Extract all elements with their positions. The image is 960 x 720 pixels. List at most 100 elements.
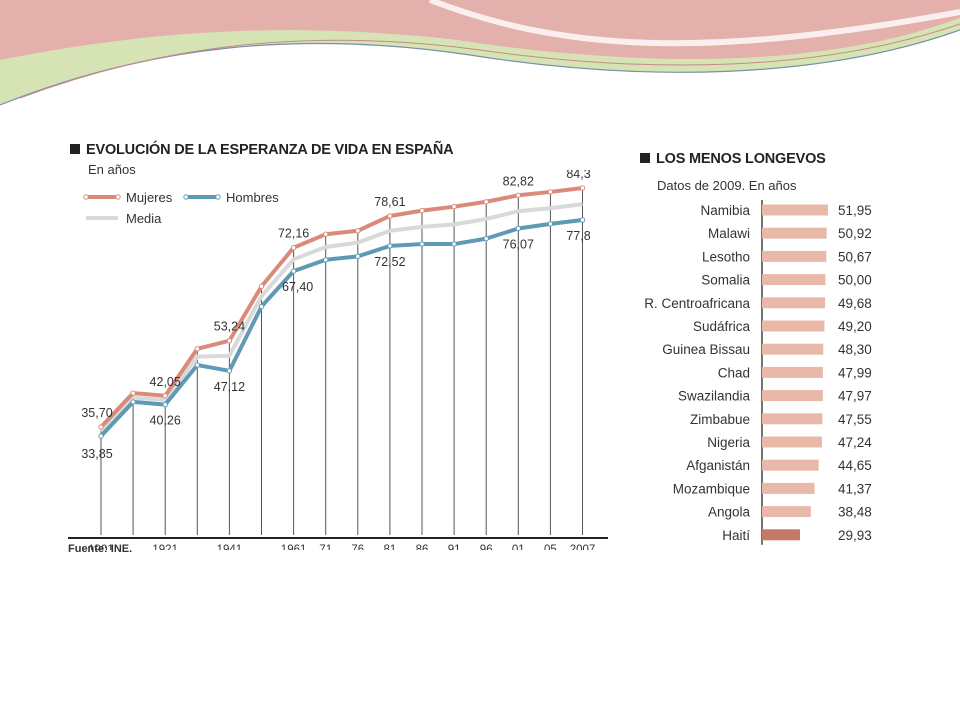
- data-label: 72,52: [374, 255, 405, 269]
- bar: [762, 436, 822, 448]
- data-point: [579, 185, 586, 191]
- legend-marker: [183, 194, 189, 200]
- value-label: 51,95: [838, 203, 872, 218]
- value-label: 38,48: [838, 505, 872, 520]
- data-point: [258, 303, 265, 310]
- data-point: [355, 228, 361, 234]
- legend-label-hombres: Hombres: [226, 190, 279, 205]
- bar: [762, 227, 827, 239]
- line-chart-title-text: EVOLUCIÓN DE LA ESPERANZA DE VIDA EN ESP…: [86, 142, 454, 158]
- data-point: [98, 433, 104, 439]
- data-point: [579, 217, 586, 223]
- x-tick-label: 76: [351, 544, 364, 550]
- data-point: [387, 243, 393, 249]
- line-chart-title: EVOLUCIÓN DE LA ESPERANZA DE VIDA EN ESP…: [70, 142, 454, 158]
- data-point: [323, 231, 329, 237]
- data-point: [451, 241, 457, 247]
- data-label: 72,16: [278, 227, 309, 241]
- category-label: Somalia: [701, 273, 750, 288]
- data-point: [547, 189, 554, 195]
- x-tick-label: 1941: [217, 544, 243, 550]
- x-tick-label: 01: [512, 544, 525, 550]
- decorative-header-swoosh: [0, 0, 960, 106]
- bar: [762, 250, 827, 262]
- x-tick-label: 96: [480, 544, 493, 550]
- bar: [762, 390, 823, 402]
- x-tick-label: 1961: [281, 544, 307, 550]
- value-label: 48,30: [838, 342, 872, 357]
- x-tick-label: 81: [384, 544, 397, 550]
- bar-chart-title-text: LOS MENOS LONGEVOS: [656, 151, 826, 167]
- source-note: Fuente: INE.: [68, 543, 133, 555]
- x-tick-label: 86: [416, 544, 429, 550]
- legend-label-mujeres: Mujeres: [126, 190, 173, 205]
- value-label: 41,37: [838, 481, 872, 496]
- line-chart-subtitle: En años: [88, 162, 136, 177]
- category-label: Namibia: [700, 203, 750, 218]
- bar-chart-title: LOS MENOS LONGEVOS: [640, 151, 826, 167]
- series-line-mujeres: [99, 186, 583, 429]
- data-point: [387, 213, 393, 219]
- data-point: [130, 399, 136, 405]
- bar: [762, 506, 811, 518]
- data-point: [355, 253, 361, 260]
- data-point: [290, 268, 297, 274]
- bar: [762, 274, 826, 286]
- data-point: [483, 199, 489, 205]
- data-point: [419, 241, 425, 247]
- legend-marker: [215, 194, 221, 200]
- value-label: 49,68: [838, 296, 872, 311]
- value-label: 29,93: [838, 528, 872, 543]
- data-label: 82,82: [503, 174, 534, 188]
- life-expectancy-line-chart: Mujeres Hombres Media 35,70 33,85 42,05 40,26…: [81, 170, 595, 550]
- bar-chart-subtitle: Datos de 2009. En años: [657, 178, 797, 193]
- bar: [762, 459, 819, 471]
- category-label: Afganistán: [686, 458, 750, 473]
- data-label: 67,40: [282, 280, 313, 294]
- data-point: [258, 283, 265, 290]
- data-point: [162, 393, 168, 399]
- bar: [762, 482, 815, 494]
- category-label: Angola: [708, 505, 751, 520]
- data-point: [515, 192, 521, 198]
- value-label: 49,20: [838, 319, 872, 334]
- category-label: Sudáfrica: [693, 319, 751, 334]
- data-point: [483, 235, 489, 242]
- value-label: 47,24: [838, 435, 872, 450]
- value-label: 50,92: [838, 226, 872, 241]
- value-label: 50,00: [838, 273, 872, 288]
- bar: [762, 204, 828, 216]
- category-label: Guinea Bissau: [662, 342, 750, 357]
- data-point: [547, 221, 554, 227]
- data-point: [194, 346, 201, 352]
- category-label: Haití: [722, 528, 750, 543]
- data-label: 78,61: [374, 195, 405, 209]
- title-square-icon: [70, 144, 80, 154]
- data-point: [323, 257, 329, 263]
- series-line-media: [99, 202, 583, 433]
- x-tick-label: 91: [448, 544, 461, 550]
- data-point: [194, 362, 201, 368]
- bar: [762, 413, 823, 425]
- data-point: [290, 245, 297, 251]
- category-label: Mozambique: [673, 481, 750, 496]
- data-point: [515, 225, 521, 232]
- x-tick-label: 05: [544, 544, 557, 550]
- value-label: 47,55: [838, 412, 872, 427]
- least-longevity-bar-chart: Namibia 51,95 Malawi 50,92 Lesotho 50,67 Somal…: [644, 200, 872, 545]
- value-label: 47,97: [838, 389, 872, 404]
- data-point: [419, 207, 425, 214]
- category-label: Chad: [718, 365, 750, 380]
- data-point: [98, 424, 104, 430]
- category-label: Lesotho: [702, 249, 750, 264]
- data-label: 53,24: [214, 320, 245, 334]
- data-label: 42,05: [150, 375, 181, 389]
- data-point: [162, 401, 168, 408]
- title-square-icon: [640, 153, 650, 163]
- category-label: Malawi: [708, 226, 750, 241]
- data-point: [451, 203, 457, 210]
- bar: [762, 343, 824, 355]
- data-label: 47,12: [214, 380, 245, 394]
- data-label: 35,70: [81, 406, 112, 420]
- bar: [762, 529, 800, 541]
